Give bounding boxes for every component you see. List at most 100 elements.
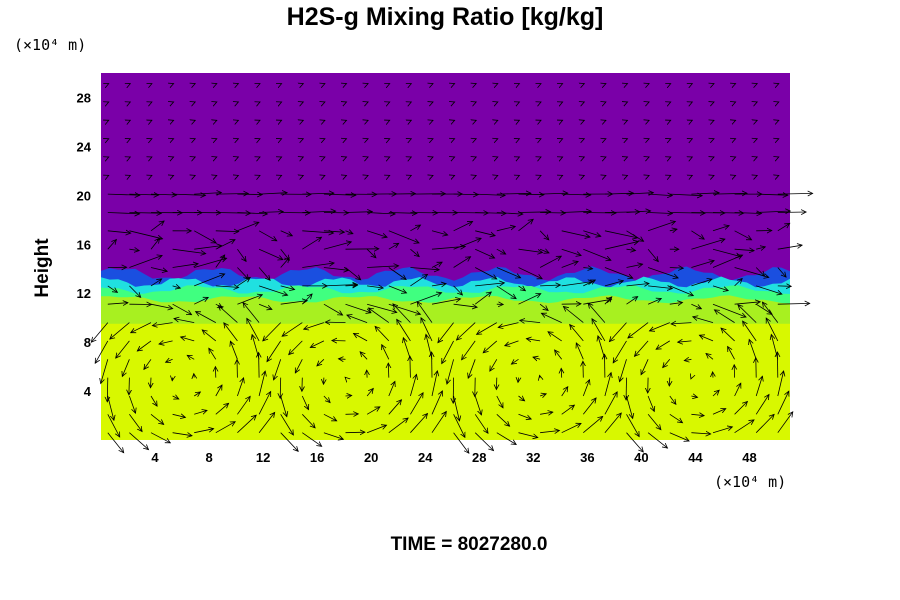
y-tick-label: 28	[77, 90, 91, 105]
vector-arrow	[518, 294, 541, 305]
vector-arrow	[474, 414, 488, 433]
vector-arrow	[247, 318, 260, 342]
vector-arrow	[345, 432, 365, 433]
vector-arrow	[609, 322, 627, 342]
vector-arrow	[129, 249, 139, 250]
vector-arrow	[431, 230, 448, 235]
vector-arrow	[762, 302, 779, 323]
vector-arrow	[669, 303, 683, 305]
vector-arrow	[302, 211, 335, 212]
vector-arrow	[647, 267, 678, 278]
vector-arrow	[647, 221, 675, 232]
vector-arrow	[187, 355, 195, 359]
vector-arrow	[159, 341, 173, 344]
vector-arrow	[734, 279, 743, 287]
vector-arrow	[561, 387, 568, 397]
vector-arrow	[129, 194, 158, 195]
vector-arrow	[95, 340, 109, 363]
vector-arrow	[258, 392, 271, 415]
vector-arrow	[582, 380, 589, 397]
vector-arrow	[410, 274, 427, 287]
vector-arrow	[410, 374, 416, 397]
vector-arrow	[604, 230, 638, 238]
vector-arrow	[755, 395, 769, 415]
vector-arrow	[475, 283, 504, 287]
vector-arrow	[453, 194, 479, 195]
vector-arrow	[388, 213, 417, 214]
vector-arrow	[496, 414, 510, 426]
vector-arrow	[150, 303, 173, 308]
vector-arrow	[403, 338, 411, 360]
vector-arrow	[453, 432, 469, 454]
vector-arrow	[302, 432, 321, 447]
vector-arrow	[410, 248, 419, 256]
vector-arrow	[592, 319, 606, 342]
vector-arrow	[107, 414, 120, 437]
y-axis-unit: (×10⁴ m)	[14, 36, 86, 54]
color-field	[101, 73, 790, 440]
vector-arrow	[360, 352, 368, 360]
vector-arrow	[107, 285, 118, 293]
vector-arrow	[604, 297, 612, 305]
vector-arrow	[209, 348, 217, 360]
vector-arrow	[712, 248, 741, 256]
vector-arrow	[274, 359, 282, 380]
vector-arrow	[259, 193, 287, 194]
vector-arrow	[302, 231, 333, 233]
vector-arrow	[295, 359, 303, 373]
vector-arrow	[442, 340, 454, 364]
vector-arrow	[691, 396, 697, 397]
vector-arrow	[647, 299, 661, 305]
vector-arrow	[604, 373, 611, 397]
vector-arrow	[388, 418, 408, 434]
vector-arrow	[540, 375, 541, 377]
vector-arrow	[194, 410, 207, 415]
vector-arrow	[518, 378, 519, 383]
vector-arrow	[410, 393, 423, 415]
x-tick-labels: 4 8 12 16 20 24 28 32 36 40 44 48	[151, 450, 756, 465]
vector-arrow	[194, 274, 225, 287]
vector-arrow	[712, 193, 747, 194]
vector-arrow	[174, 319, 195, 323]
vector-arrow	[129, 414, 142, 431]
vector-arrow	[777, 412, 793, 433]
vector-arrow	[172, 433, 192, 436]
vector-arrow	[259, 353, 260, 378]
vector-arrow	[777, 303, 810, 304]
vector-arrow	[561, 282, 593, 287]
vector-arrow	[777, 391, 789, 415]
vector-arrow	[563, 307, 584, 323]
vector-arrow	[172, 286, 181, 288]
vector-arrow	[367, 213, 395, 215]
vector-arrow	[151, 377, 152, 388]
x-tick-label: 20	[364, 450, 378, 465]
vector-arrow	[468, 359, 476, 378]
vector-arrow	[107, 377, 108, 402]
vector-arrow	[258, 303, 272, 309]
vector-arrow	[230, 341, 238, 360]
vector-arrow	[738, 305, 757, 323]
vector-arrow	[252, 335, 260, 360]
vector-arrow	[669, 268, 684, 269]
vector-arrow	[347, 315, 368, 323]
vector-arrow	[215, 403, 229, 415]
x-tick-label: 32	[526, 450, 540, 465]
vector-arrow	[604, 392, 617, 415]
vector-arrow	[366, 425, 386, 434]
vector-arrow	[678, 341, 692, 342]
vector-arrow	[301, 395, 308, 410]
vector-arrow	[243, 303, 260, 323]
vector-arrow	[505, 340, 519, 346]
vector-arrow	[417, 302, 433, 323]
vector-arrow	[588, 303, 606, 323]
vector-arrow	[302, 294, 312, 305]
vector-arrow	[496, 285, 516, 299]
x-tick-label: 12	[256, 450, 270, 465]
vector-arrow	[194, 230, 216, 243]
vector-arrow	[628, 322, 649, 338]
vector-arrow	[669, 194, 702, 196]
vector-arrow	[366, 248, 376, 258]
vector-arrow	[107, 240, 117, 250]
vector-arrow	[647, 414, 661, 429]
y-axis-label: Height	[32, 238, 53, 298]
